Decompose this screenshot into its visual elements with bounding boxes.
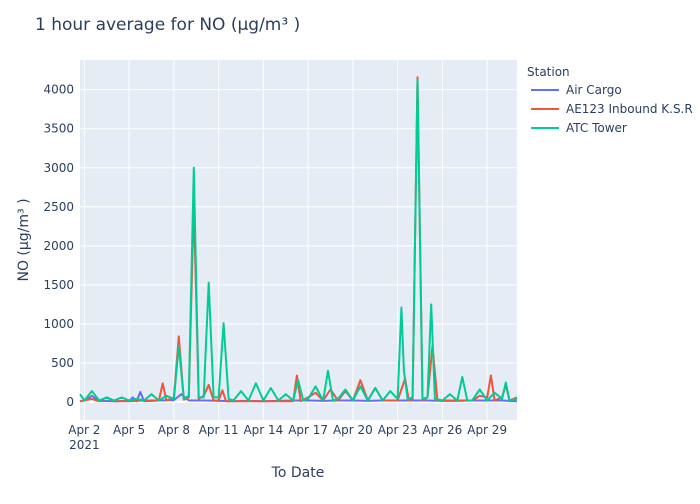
legend-item-label[interactable]: ATC Tower <box>566 121 627 135</box>
plot-area <box>80 60 517 420</box>
y-tick-label: 3500 <box>43 122 74 136</box>
y-axis-ticks: 0 500 1000 1500 2000 2500 3000 3500 4000 <box>43 83 74 409</box>
x-tick-label: Apr 8 <box>158 423 190 437</box>
series-line <box>79 79 518 402</box>
y-tick-label: 3000 <box>43 161 74 175</box>
legend: Station Air Cargo AE123 Inbound K.S.R ATC … <box>527 65 693 135</box>
legend-item-label[interactable]: AE123 Inbound K.S.R <box>566 102 693 116</box>
x-tick-label: Apr 23 <box>378 423 418 437</box>
legend-item-label[interactable]: Air Cargo <box>566 83 622 97</box>
x-tick-label: Apr 17 <box>288 423 328 437</box>
y-tick-label: 2000 <box>43 239 74 253</box>
x-tick-sublabel: 2021 <box>69 438 100 452</box>
x-axis-title: To Date <box>271 465 325 481</box>
y-tick-label: 4000 <box>43 83 74 97</box>
gridlines <box>80 60 517 420</box>
x-tick-label: Apr 2 <box>68 423 100 437</box>
y-tick-label: 1500 <box>43 278 74 292</box>
x-tick-label: Apr 5 <box>113 423 145 437</box>
x-tick-label: Apr 11 <box>199 423 239 437</box>
x-tick-label: Apr 14 <box>243 423 283 437</box>
y-tick-label: 500 <box>51 356 74 370</box>
legend-title: Station <box>527 65 570 79</box>
y-tick-label: 1000 <box>43 317 74 331</box>
y-axis-title: NO (µg/m³ ) <box>16 198 32 281</box>
series-lines <box>79 76 518 403</box>
x-tick-label: Apr 29 <box>467 423 507 437</box>
x-tick-label: Apr 20 <box>333 423 373 437</box>
x-tick-label: Apr 26 <box>422 423 462 437</box>
y-tick-label: 0 <box>66 395 74 409</box>
y-tick-label: 2500 <box>43 200 74 214</box>
chart-title: 1 hour average for NO (µg/m³ ) <box>35 15 300 35</box>
